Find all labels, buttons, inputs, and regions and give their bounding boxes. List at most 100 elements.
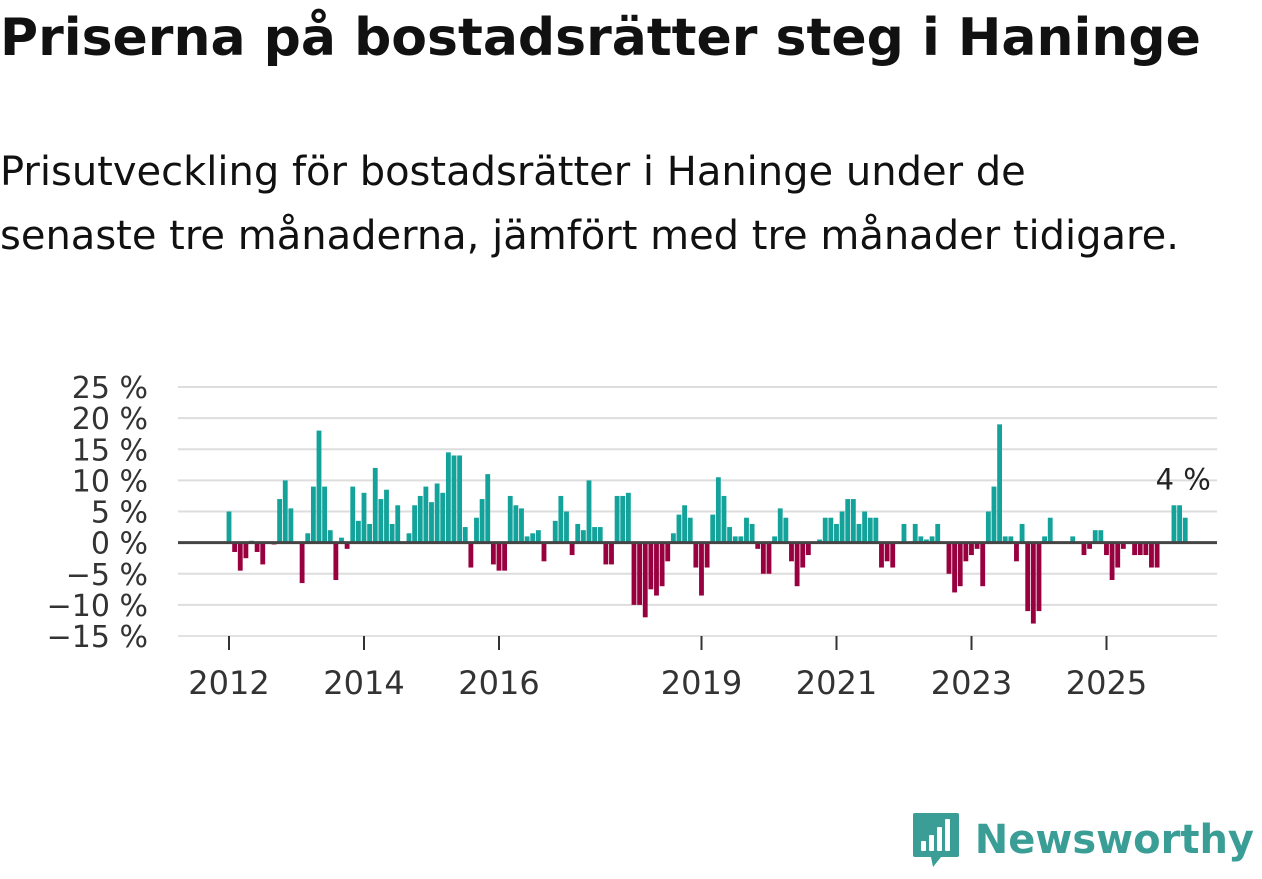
bar (1002, 536, 1008, 543)
bar (839, 511, 845, 543)
bar (462, 527, 468, 543)
x-tick-label: 2014 (323, 664, 404, 702)
bar (1104, 542, 1109, 556)
bar (789, 542, 794, 562)
bar (226, 511, 232, 543)
y-tick-label: 25 % (72, 371, 148, 406)
bar (479, 499, 485, 543)
bar (901, 523, 907, 543)
bar (1182, 517, 1188, 543)
bar (946, 542, 952, 574)
bar (277, 499, 283, 543)
bar (1014, 542, 1019, 562)
bar (429, 502, 434, 543)
bar (389, 523, 395, 543)
bar (580, 530, 586, 543)
bar (642, 542, 648, 618)
bar (243, 542, 249, 559)
axes: 25 %20 %15 %10 %5 %0 %−5 %−10 %−15 % 2012… (47, 371, 1217, 702)
y-tick-label: 10 % (72, 464, 148, 499)
bar (873, 517, 879, 543)
bar (625, 492, 631, 543)
bar (721, 495, 727, 543)
bar (828, 517, 834, 543)
bar (760, 542, 766, 574)
bar (867, 517, 873, 543)
y-tick-label: 15 % (72, 433, 148, 468)
bar (496, 542, 502, 571)
bar (912, 523, 918, 543)
bar (327, 530, 333, 543)
bar (310, 486, 316, 543)
bar (676, 514, 682, 543)
x-tick-label: 2019 (661, 664, 742, 702)
bar (586, 480, 592, 543)
bar (1019, 523, 1025, 543)
gridlines (178, 386, 1217, 637)
bar (749, 523, 755, 543)
bar (1081, 542, 1087, 556)
bar (440, 492, 446, 543)
bar (755, 542, 761, 549)
brand-name: Newsworthy (974, 817, 1254, 863)
y-tick-label: 0 % (91, 527, 148, 562)
bar (648, 542, 654, 590)
chart-subtitle: Prisutveckling för bostadsrätter i Hanin… (0, 149, 1179, 259)
x-tick-label: 2023 (931, 664, 1012, 702)
last-value-label: 4 % (1156, 463, 1211, 497)
bar (485, 474, 491, 543)
bar (468, 542, 474, 568)
bar (502, 542, 508, 571)
bar (738, 536, 744, 543)
bar (974, 542, 980, 549)
bar (282, 480, 288, 543)
bar (513, 505, 519, 543)
bar (682, 505, 688, 543)
bar (569, 542, 575, 556)
bar (659, 542, 665, 587)
bar (794, 542, 800, 587)
bar (288, 508, 294, 543)
bar (963, 542, 969, 562)
bar (316, 430, 322, 543)
bar (333, 542, 339, 580)
bar (800, 542, 806, 568)
bar (924, 539, 929, 543)
bar (929, 536, 935, 543)
bar (1115, 542, 1121, 568)
bar (665, 542, 671, 562)
bar (457, 455, 463, 543)
bar (1154, 542, 1160, 568)
bar (884, 542, 890, 562)
bar (474, 517, 479, 543)
bar (834, 523, 839, 543)
bar (766, 542, 772, 574)
bar (1047, 517, 1053, 543)
bar (654, 542, 659, 596)
bar (445, 452, 451, 543)
bar (693, 542, 699, 568)
bar (997, 424, 1003, 543)
bar (704, 542, 710, 568)
bar (1030, 542, 1036, 624)
bar (395, 505, 401, 543)
newsworthy-chart-bubble-icon (912, 813, 959, 867)
bar (434, 483, 440, 543)
x-tick-label: 2021 (796, 664, 877, 702)
newsworthy-logo: Newsworthy (911, 807, 1254, 873)
bar (850, 499, 856, 543)
bar (1025, 542, 1031, 612)
bar (957, 542, 963, 587)
bar (1177, 505, 1183, 543)
chart-title: Priserna på bostadsrätter steg i Haninge (0, 8, 1201, 68)
bar (1036, 542, 1042, 612)
bar (777, 508, 783, 543)
y-tick-label: −10 % (47, 589, 148, 624)
x-tick-label: 2025 (1066, 664, 1147, 702)
bar (507, 495, 513, 543)
y-tick-label: 5 % (91, 496, 148, 531)
bar (1149, 542, 1154, 568)
bar (1070, 536, 1076, 543)
bar (980, 542, 986, 587)
bar (1137, 542, 1143, 556)
